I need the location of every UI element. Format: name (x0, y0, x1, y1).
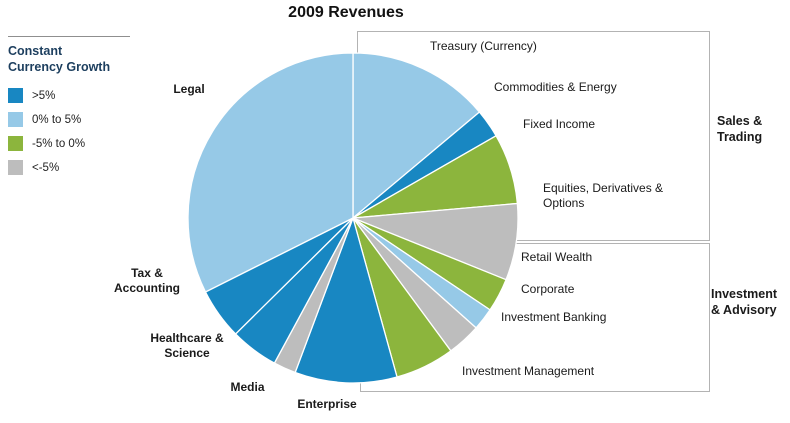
chart-title: 2009 Revenues (288, 4, 404, 21)
legend-items: >5% 0% to 5% -5% to 0% <-5% (8, 88, 130, 176)
slice-label-corporate: Corporate (521, 282, 575, 296)
legend: Constant Currency Growth >5% 0% to 5% -5% … (8, 36, 130, 184)
legend-swatch (8, 88, 23, 104)
slice-label-legal: Legal (173, 82, 205, 96)
group-label-investment-advisory: Investment & Advisory (711, 287, 777, 318)
slice-label-retail-wealth: Retail Wealth (521, 250, 593, 264)
slice-label-media: Media (230, 380, 265, 394)
pie-chart (187, 52, 519, 384)
legend-label: -5% to 0% (32, 137, 86, 150)
legend-item-0: >5% (8, 88, 130, 104)
legend-label: <-5% (32, 161, 60, 174)
legend-label: >5% (32, 89, 56, 102)
legend-swatch (8, 136, 23, 152)
pie-slice-0 (352, 52, 481, 220)
pie-slice-12 (187, 52, 354, 293)
legend-item-1: 0% to 5% (8, 112, 130, 128)
group-label-sales-trading: Sales & Trading (717, 114, 763, 145)
legend-title: Constant Currency Growth (8, 44, 111, 74)
slice-label-investment-management: Investment Management (462, 364, 595, 378)
slice-label-tax-accounting: Tax & Accounting (114, 266, 180, 295)
slice-label-enterprise: Enterprise (297, 397, 357, 411)
pie-slice-8 (294, 215, 398, 384)
slice-label-investment-banking: Investment Banking (501, 310, 607, 324)
slice-label-healthcare-science: Healthcare & Science (150, 331, 224, 360)
slice-label-treasury-currency: Treasury (Currency) (430, 39, 537, 53)
legend-item-3: <-5% (8, 160, 130, 176)
legend-label: 0% to 5% (32, 113, 82, 126)
slice-label-equities-derivatives: Equities, Derivatives & Options (543, 181, 664, 210)
legend-swatch (8, 112, 23, 128)
legend-swatch (8, 160, 23, 176)
slice-label-fixed-income: Fixed Income (523, 117, 596, 131)
legend-item-2: -5% to 0% (8, 136, 130, 152)
slice-label-commodities-energy: Commodities & Energy (494, 80, 617, 94)
